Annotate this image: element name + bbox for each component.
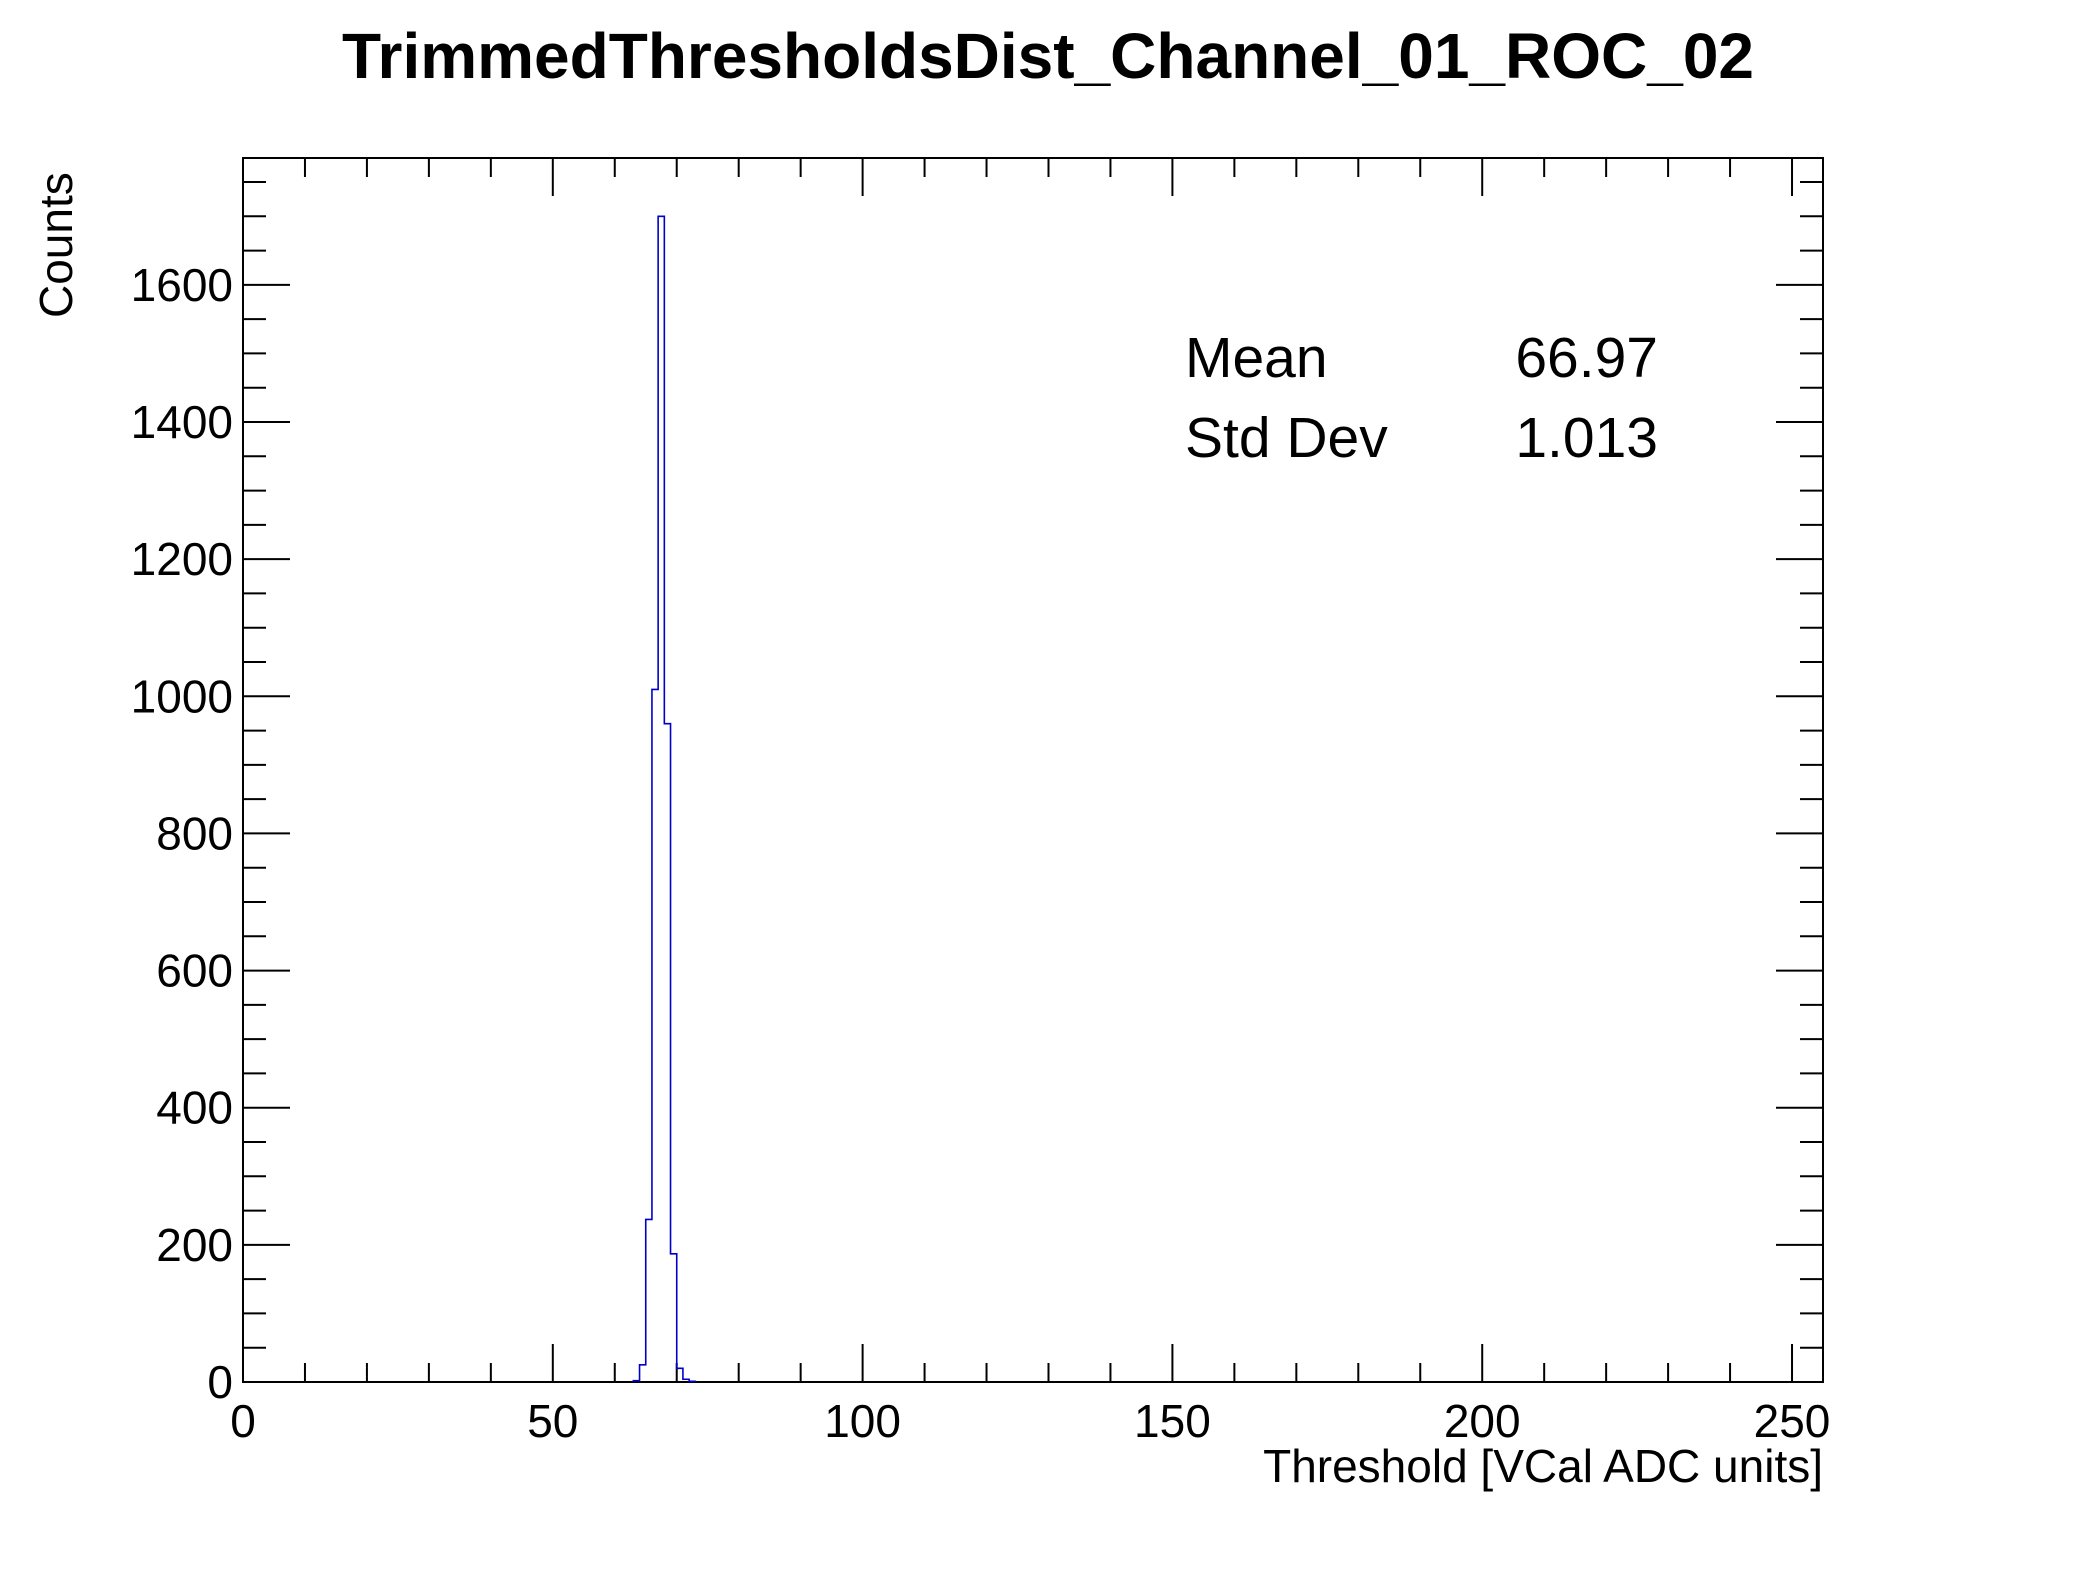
y-tick-label: 800 <box>156 807 233 859</box>
y-tick-label: 1200 <box>131 533 233 585</box>
stat-mean-value: 66.97 <box>1515 326 1658 390</box>
y-tick-label: 400 <box>156 1082 233 1134</box>
tick-labels: 0 50 100 150 200 250 0 200 400 600 800 1000 1200 1400… <box>131 259 1831 1447</box>
stat-stddev-label: Std Dev <box>1185 406 1388 470</box>
stat-mean-label: Mean <box>1185 326 1328 390</box>
y-tick-label: 200 <box>156 1219 233 1271</box>
chart-title: TrimmedThresholdsDist_Channel_01_ROC_02 <box>342 20 1754 92</box>
y-tick-label: 1400 <box>131 396 233 448</box>
y-tick-label: 1600 <box>131 259 233 311</box>
x-tick-label: 0 <box>230 1395 256 1447</box>
y-tick-label: 1000 <box>131 670 233 722</box>
y-tick-label: 0 <box>207 1356 233 1408</box>
x-tick-label: 50 <box>527 1395 578 1447</box>
stats-box: Mean 66.97 Std Dev 1.013 <box>1185 326 1658 470</box>
axis-ticks <box>242 158 1823 1383</box>
x-tick-label: 100 <box>824 1395 901 1447</box>
x-tick-label: 250 <box>1754 1395 1831 1447</box>
x-tick-label: 200 <box>1444 1395 1521 1447</box>
plot-frame <box>242 157 1824 1383</box>
histogram-line <box>632 215 697 1383</box>
stat-stddev-value: 1.013 <box>1515 406 1658 470</box>
x-axis-label: Threshold [VCal ADC units] <box>1263 1440 1823 1492</box>
y-axis-label: Counts <box>30 172 82 318</box>
x-tick-label: 150 <box>1134 1395 1211 1447</box>
y-tick-label: 600 <box>156 945 233 997</box>
